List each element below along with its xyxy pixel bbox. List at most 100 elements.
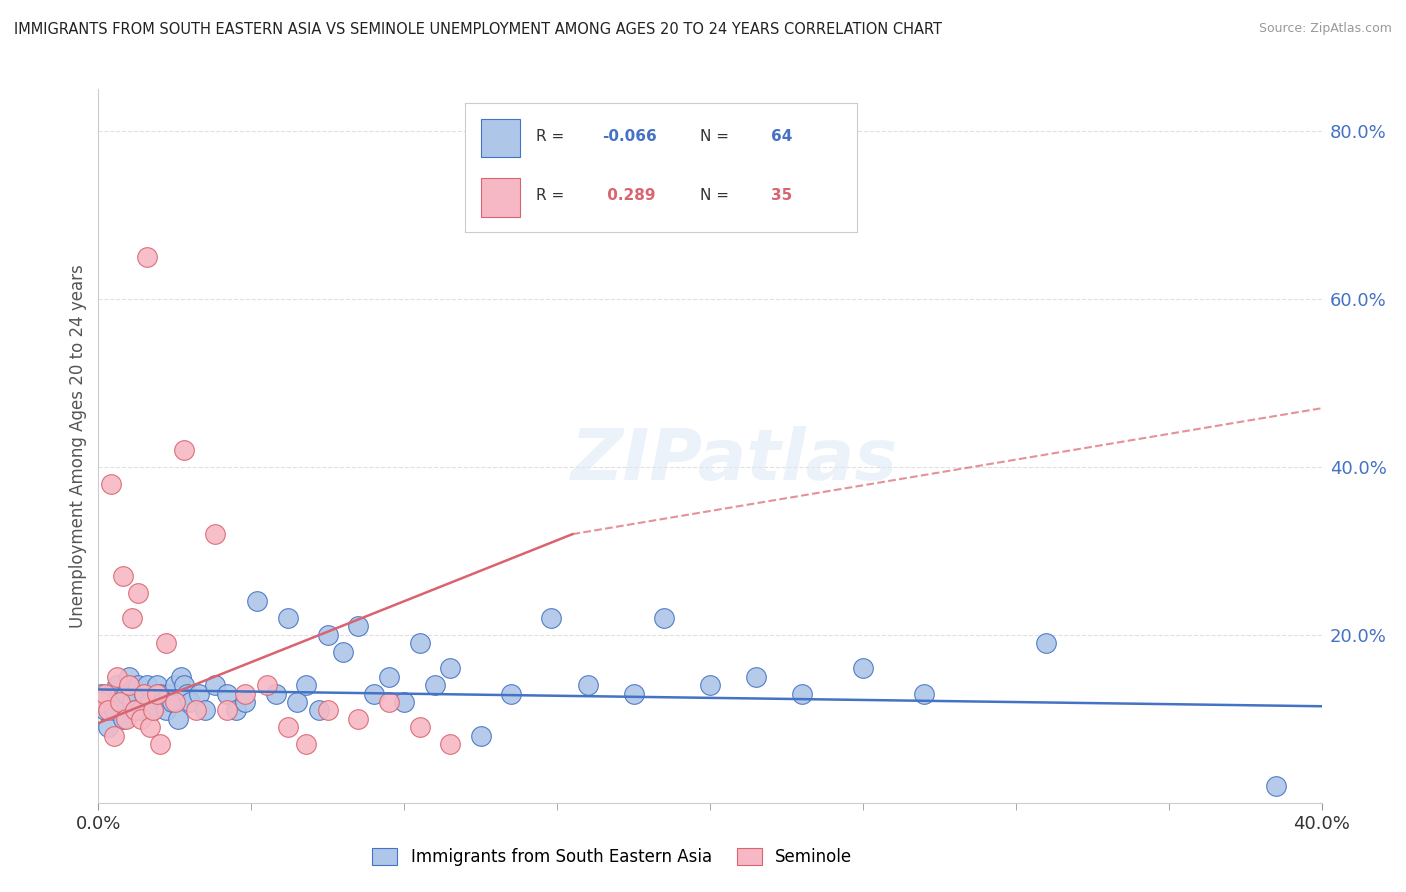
Point	[392, 695, 416, 709]
Point	[136, 250, 159, 264]
Point	[100, 476, 122, 491]
Point	[652, 611, 675, 625]
Point	[100, 687, 122, 701]
Point	[347, 712, 370, 726]
Point	[108, 695, 131, 709]
Point	[623, 687, 645, 701]
Point	[93, 687, 115, 701]
Point	[277, 611, 299, 625]
Point	[194, 703, 217, 717]
Point	[408, 720, 430, 734]
Text: ZIPatlas: ZIPatlas	[571, 425, 898, 495]
Point	[295, 737, 318, 751]
Point	[745, 670, 768, 684]
Point	[127, 586, 149, 600]
Point	[285, 695, 308, 709]
Point	[105, 678, 128, 692]
Point	[316, 628, 339, 642]
Point	[225, 703, 247, 717]
Point	[277, 720, 299, 734]
Point	[308, 703, 330, 717]
Point	[155, 703, 177, 717]
Point	[142, 703, 165, 717]
Point	[179, 695, 201, 709]
Point	[103, 729, 125, 743]
Point	[118, 670, 141, 684]
Point	[439, 737, 461, 751]
Point	[145, 687, 167, 701]
Point	[439, 661, 461, 675]
Point	[145, 678, 167, 692]
Point	[103, 703, 125, 717]
Point	[134, 687, 156, 701]
Point	[121, 695, 143, 709]
Text: IMMIGRANTS FROM SOUTH EASTERN ASIA VS SEMINOLE UNEMPLOYMENT AMONG AGES 20 TO 24 : IMMIGRANTS FROM SOUTH EASTERN ASIA VS SE…	[14, 22, 942, 37]
Point	[540, 611, 562, 625]
Point	[912, 687, 935, 701]
Point	[93, 703, 115, 717]
Point	[363, 687, 385, 701]
Point	[142, 703, 165, 717]
Point	[136, 678, 159, 692]
Legend: Immigrants from South Eastern Asia, Seminole: Immigrants from South Eastern Asia, Semi…	[366, 841, 859, 873]
Point	[129, 712, 152, 726]
Point	[423, 678, 446, 692]
Point	[167, 712, 190, 726]
Point	[139, 695, 162, 709]
Point	[699, 678, 721, 692]
Point	[501, 687, 523, 701]
Point	[152, 695, 174, 709]
Point	[215, 703, 238, 717]
Point	[790, 687, 813, 701]
Point	[111, 712, 134, 726]
Point	[170, 670, 193, 684]
Point	[90, 695, 112, 709]
Point	[233, 687, 256, 701]
Point	[204, 527, 226, 541]
Point	[115, 687, 138, 701]
Point	[470, 729, 492, 743]
Y-axis label: Unemployment Among Ages 20 to 24 years: Unemployment Among Ages 20 to 24 years	[69, 264, 87, 628]
Point	[408, 636, 430, 650]
Point	[378, 670, 401, 684]
Point	[246, 594, 269, 608]
Point	[295, 678, 318, 692]
Point	[173, 678, 195, 692]
Point	[160, 695, 183, 709]
Point	[149, 737, 172, 751]
Point	[204, 678, 226, 692]
Point	[378, 695, 401, 709]
Point	[186, 703, 208, 717]
Point	[105, 670, 128, 684]
Point	[316, 703, 339, 717]
Point	[332, 645, 354, 659]
Point	[129, 703, 152, 717]
Point	[852, 661, 875, 675]
Point	[163, 695, 186, 709]
Point	[149, 687, 172, 701]
Point	[118, 678, 141, 692]
Point	[134, 687, 156, 701]
Point	[121, 611, 143, 625]
Point	[124, 703, 146, 717]
Point	[155, 636, 177, 650]
Point	[188, 687, 211, 701]
Point	[124, 703, 146, 717]
Point	[163, 678, 186, 692]
Point	[176, 687, 198, 701]
Point	[108, 695, 131, 709]
Text: Source: ZipAtlas.com: Source: ZipAtlas.com	[1258, 22, 1392, 36]
Point	[1035, 636, 1057, 650]
Point	[1264, 779, 1286, 793]
Point	[256, 678, 278, 692]
Point	[127, 678, 149, 692]
Point	[576, 678, 599, 692]
Point	[264, 687, 287, 701]
Point	[347, 619, 370, 633]
Point	[233, 695, 256, 709]
Point	[90, 687, 112, 701]
Point	[173, 443, 195, 458]
Point	[111, 569, 134, 583]
Point	[97, 703, 120, 717]
Point	[97, 720, 120, 734]
